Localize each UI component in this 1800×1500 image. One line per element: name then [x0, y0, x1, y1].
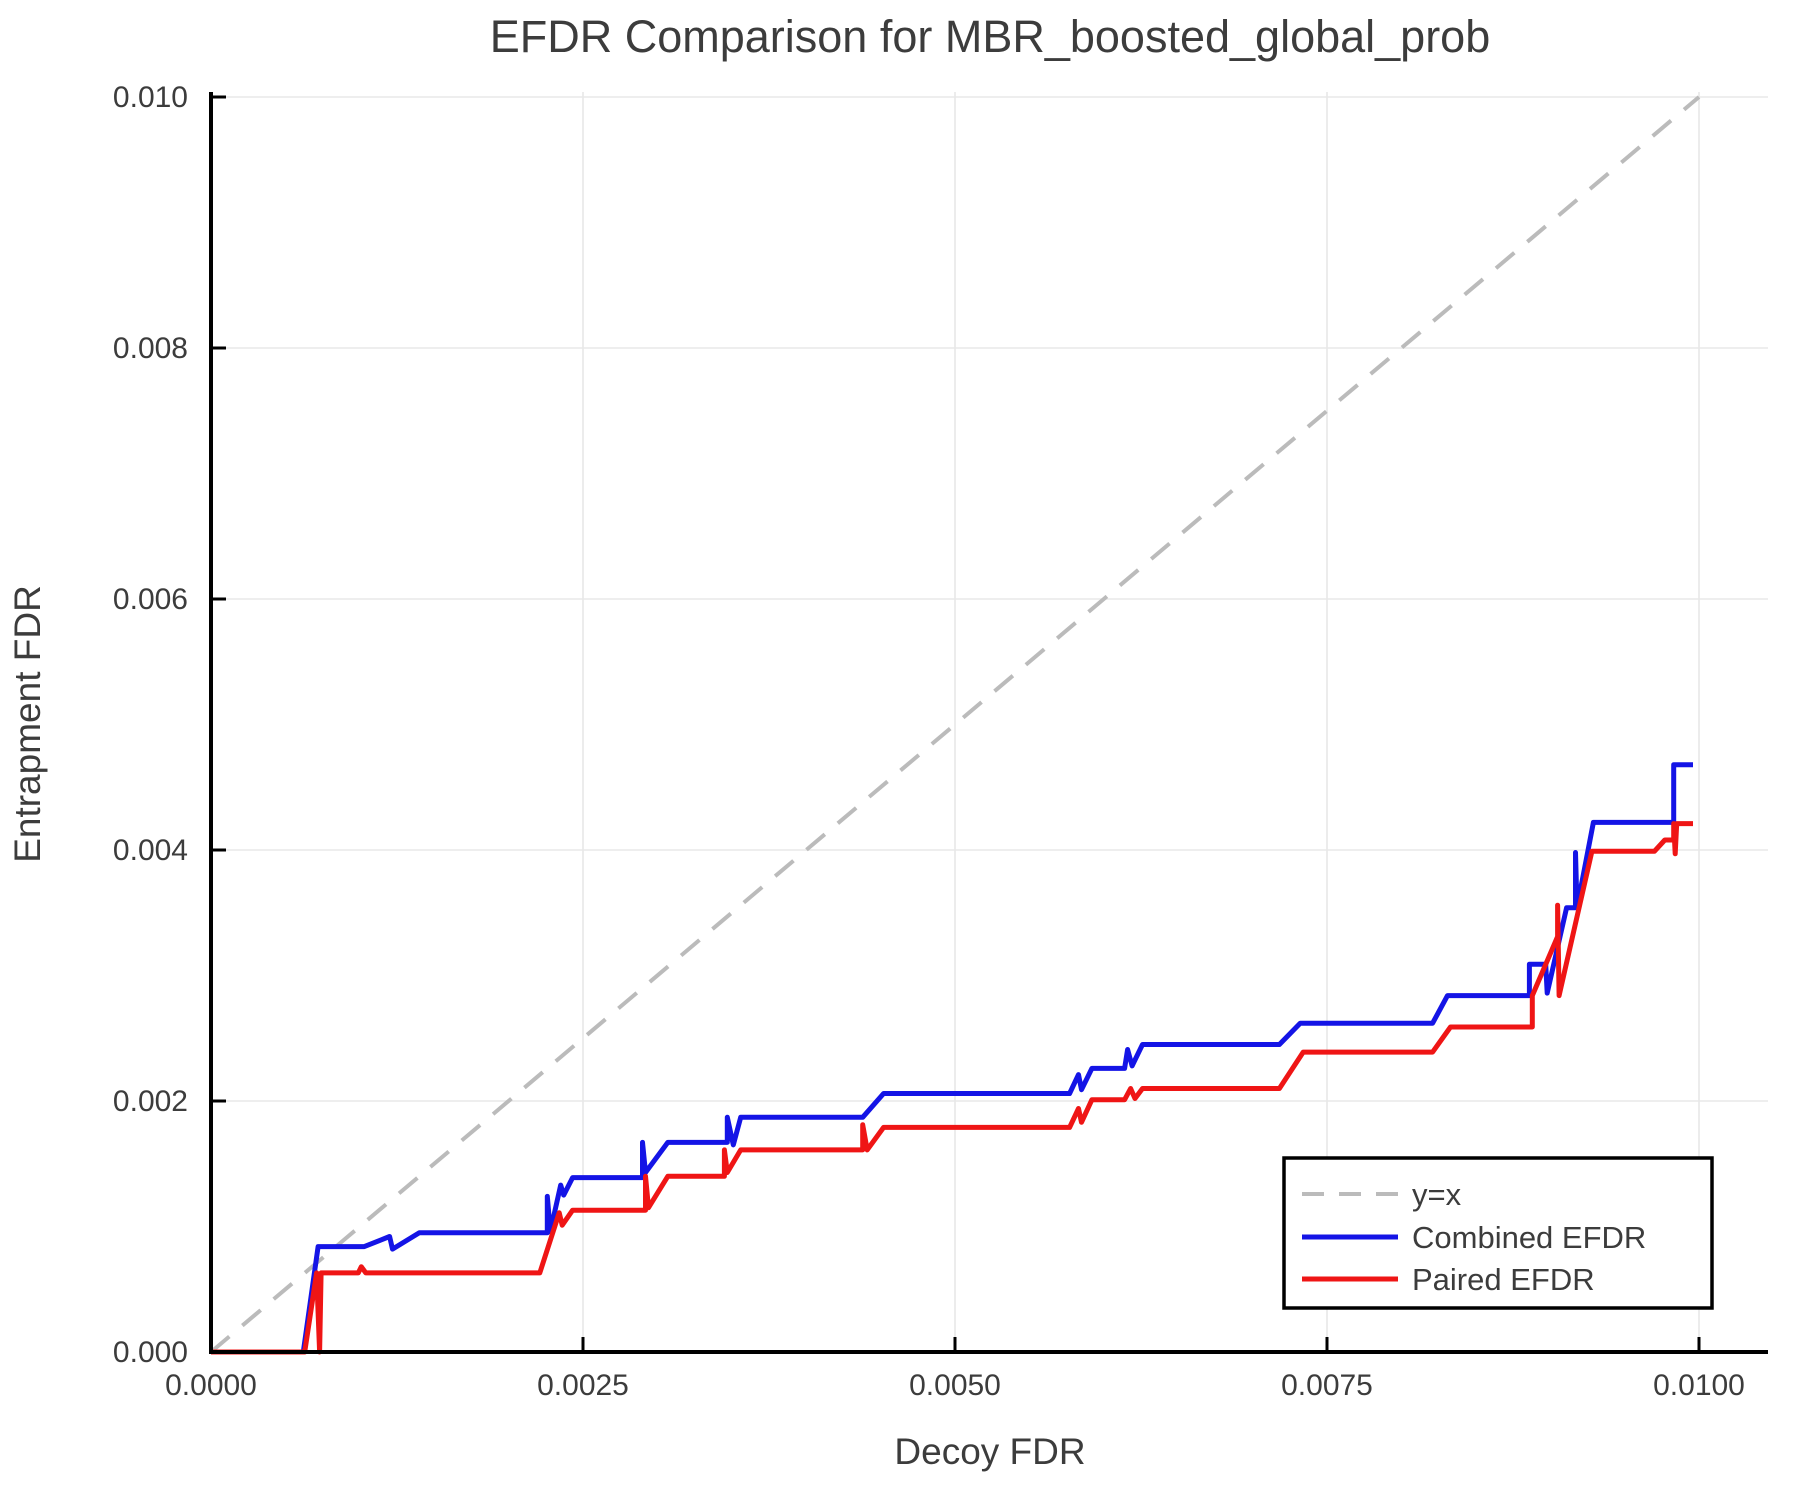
series-paired-efdr — [211, 821, 1693, 1355]
x-tick-labels: 0.0000 0.0025 0.0050 0.0075 0.0100 — [165, 1369, 1745, 1402]
x-tick-label: 0.0075 — [1281, 1369, 1373, 1402]
y-tick-labels: 0.000 0.002 0.004 0.006 0.008 0.010 — [113, 81, 188, 1369]
legend-item-paired: Paired EFDR — [1302, 1262, 1595, 1297]
axis-ticks — [209, 95, 1701, 1354]
plot-series — [209, 95, 1701, 1355]
legend-item-combined: Combined EFDR — [1302, 1220, 1646, 1255]
chart-title: EFDR Comparison for MBR_boosted_global_p… — [490, 11, 1491, 62]
x-axis-label: Decoy FDR — [894, 1431, 1085, 1472]
series-combined-efdr — [211, 762, 1693, 1355]
x-tick-label: 0.0000 — [165, 1369, 257, 1402]
gridlines — [211, 92, 1768, 1352]
series-y-x — [209, 95, 1701, 1354]
x-tick-label: 0.0050 — [909, 1369, 1001, 1402]
legend-item-yx: y=x — [1302, 1177, 1462, 1212]
legend-box — [1282, 1156, 1714, 1310]
y-tick-label: 0.002 — [113, 1085, 188, 1118]
y-tick-label: 0.000 — [113, 1336, 188, 1369]
legend-label-paired: Paired EFDR — [1412, 1262, 1595, 1297]
y-axis-label: Entrapment FDR — [7, 585, 48, 863]
y-tick-label: 0.006 — [113, 583, 188, 616]
x-tick-label: 0.0100 — [1653, 1369, 1745, 1402]
legend-label-combined: Combined EFDR — [1412, 1220, 1646, 1255]
x-tick-label: 0.0025 — [537, 1369, 629, 1402]
y-tick-label: 0.010 — [113, 81, 188, 114]
legend: y=x Combined EFDR Paired EFDR — [1282, 1156, 1714, 1310]
y-tick-label: 0.008 — [113, 332, 188, 365]
y-tick-label: 0.004 — [113, 834, 188, 867]
legend-label-yx: y=x — [1412, 1177, 1462, 1212]
